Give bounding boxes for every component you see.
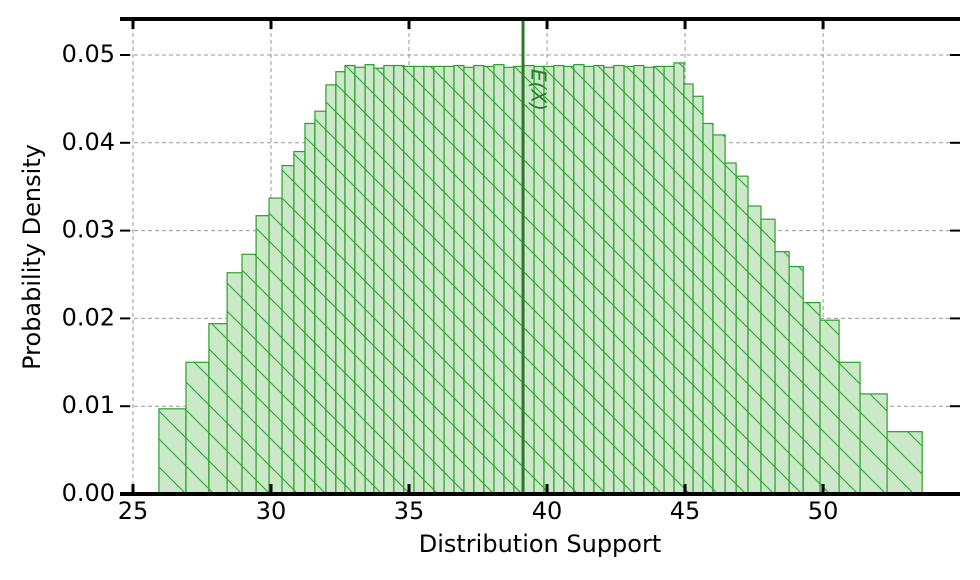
bar-hatch xyxy=(712,134,726,495)
bar-hatch xyxy=(663,65,675,495)
bar-hatch xyxy=(643,66,655,495)
bar-hatch xyxy=(702,122,714,495)
bar-hatch xyxy=(403,65,415,495)
bar-hatch xyxy=(208,323,228,495)
bar-hatch xyxy=(241,253,257,495)
bar-hatch xyxy=(735,175,749,495)
bar-hatch xyxy=(423,65,435,495)
bar-hatch xyxy=(493,64,505,495)
bar-hatch xyxy=(304,122,316,495)
y-tick-label: 0.04 xyxy=(62,128,115,156)
bar-hatch xyxy=(523,64,535,495)
x-tick-label: 35 xyxy=(394,497,425,525)
bar-hatch xyxy=(573,64,585,495)
x-tick-label: 25 xyxy=(118,497,149,525)
bar-hatch xyxy=(293,150,306,495)
bar-hatch xyxy=(158,408,187,495)
bar-hatch xyxy=(503,66,515,495)
bar-hatch xyxy=(859,393,888,495)
x-tick-label: 30 xyxy=(256,497,287,525)
bar-hatch xyxy=(413,65,425,495)
bar-hatch xyxy=(373,67,385,495)
bar-hatch xyxy=(774,251,790,495)
bar-hatch xyxy=(393,64,405,495)
bar-hatch xyxy=(543,65,555,495)
x-tick-label: 45 xyxy=(670,497,701,525)
bar-hatch xyxy=(886,431,923,495)
bar-hatch xyxy=(483,65,495,495)
bar-hatch xyxy=(653,65,665,495)
bar-hatch xyxy=(593,64,605,495)
bar-hatch xyxy=(383,64,395,495)
bar-hatch xyxy=(533,65,545,495)
bar-hatch xyxy=(325,84,337,495)
bar-hatch xyxy=(673,62,685,495)
y-tick-label: 0.03 xyxy=(62,216,115,244)
bar-hatch xyxy=(683,83,694,495)
bar-hatch xyxy=(603,66,615,495)
bar-hatch xyxy=(760,218,776,495)
bar-hatch xyxy=(281,165,295,495)
x-axis-label: Distribution Support xyxy=(419,530,662,558)
y-tick-label: 0.00 xyxy=(62,479,115,507)
bar-hatch xyxy=(747,205,762,495)
bar-hatch xyxy=(433,65,445,495)
y-tick-label: 0.02 xyxy=(62,303,115,331)
x-tick-label: 40 xyxy=(532,497,563,525)
y-tick-label: 0.05 xyxy=(62,40,115,68)
bar-hatch xyxy=(443,65,455,495)
bar-hatch xyxy=(692,95,704,495)
bar-hatch xyxy=(613,64,625,495)
bar-hatch xyxy=(226,272,243,495)
bar-hatch xyxy=(819,319,840,495)
bar-hatch xyxy=(354,66,366,495)
bar-hatch xyxy=(623,65,635,495)
bar-hatch xyxy=(563,65,575,495)
bar-hatch xyxy=(633,64,645,495)
bar-hatch xyxy=(364,64,375,495)
bar-hatch xyxy=(788,265,804,495)
y-axis-label: Probability Density xyxy=(18,144,46,370)
y-tick-label: 0.01 xyxy=(62,391,115,419)
bar-hatch xyxy=(453,64,465,495)
bar-hatch xyxy=(268,197,283,495)
mean-label: E(X) xyxy=(527,69,551,111)
bar-hatch xyxy=(724,162,737,495)
bar-hatch xyxy=(473,64,485,495)
bar-hatch xyxy=(553,64,565,495)
bar-hatch xyxy=(335,71,346,495)
bar-hatch xyxy=(463,66,475,495)
bar-hatch xyxy=(185,361,210,495)
bar-hatch xyxy=(314,110,327,495)
bar-hatch xyxy=(802,301,821,495)
bar-hatch xyxy=(255,215,270,495)
bar-hatch xyxy=(838,361,861,495)
bar-hatch xyxy=(583,65,595,495)
x-tick-label: 50 xyxy=(808,497,839,525)
bar-hatch xyxy=(344,64,356,495)
